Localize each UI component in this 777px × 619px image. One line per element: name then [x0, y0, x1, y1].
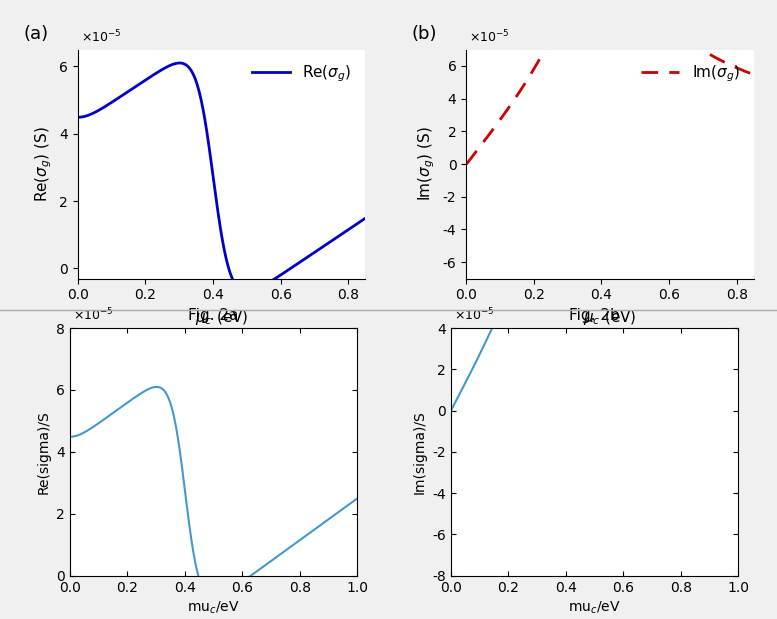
Y-axis label: Im($\sigma_g$) (S): Im($\sigma_g$) (S)	[416, 127, 437, 201]
Y-axis label: Re($\sigma_g$) (S): Re($\sigma_g$) (S)	[33, 126, 54, 202]
X-axis label: mu$_c$/eV: mu$_c$/eV	[568, 600, 621, 617]
Text: (b): (b)	[412, 25, 437, 43]
Text: $\times10^{-5}$: $\times10^{-5}$	[73, 306, 113, 323]
Legend: Re($\sigma_g$): Re($\sigma_g$)	[246, 57, 357, 90]
Text: $\times10^{-5}$: $\times10^{-5}$	[81, 28, 121, 45]
X-axis label: mu$_c$/eV: mu$_c$/eV	[187, 600, 240, 617]
Legend: Im($\sigma_g$): Im($\sigma_g$)	[635, 57, 746, 90]
Y-axis label: Im(sigma)/S: Im(sigma)/S	[413, 410, 427, 494]
X-axis label: $\mu_c$ (eV): $\mu_c$ (eV)	[584, 308, 636, 327]
Text: (a): (a)	[23, 25, 48, 43]
Text: $\times10^{-5}$: $\times10^{-5}$	[469, 28, 510, 45]
X-axis label: $\mu_c$ (eV): $\mu_c$ (eV)	[195, 308, 248, 327]
Title: Fig. 2a: Fig. 2a	[189, 308, 239, 322]
Text: $\times10^{-5}$: $\times10^{-5}$	[454, 306, 494, 323]
Y-axis label: Re(sigma)/S: Re(sigma)/S	[37, 410, 51, 494]
Title: Fig. 2b: Fig. 2b	[569, 308, 620, 322]
